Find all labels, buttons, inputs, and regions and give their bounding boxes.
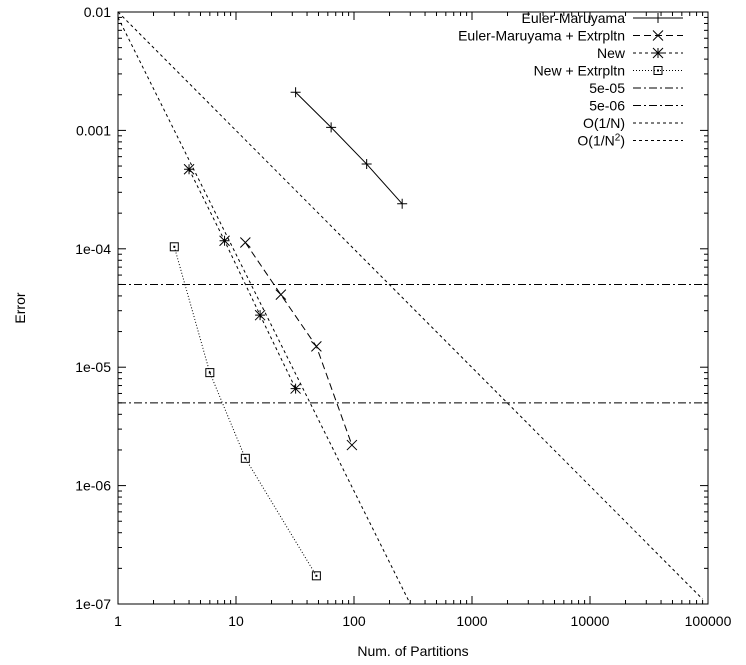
legend-label-euler-maruyama: Euler-Maruyama: [522, 10, 626, 26]
x-tick-label: 1000: [456, 613, 487, 629]
legend-label-new-extrpltn: New + Extrpltn: [534, 63, 625, 79]
legend-label-5e-05: 5e-05: [589, 80, 625, 96]
data-point-new-extrpltn: [240, 453, 250, 463]
series-new-extrpltn: [169, 242, 321, 581]
legend-marker-euler-maruyama-extrpltn: [652, 30, 664, 41]
legend-marker-euler-maruyama: [653, 13, 663, 23]
legend-label-euler-maruyama-extrpltn: Euler-Maruyama + Extrpltn: [458, 28, 625, 44]
data-point-new-extrpltn: [205, 368, 215, 378]
legend-label-o-1-n: O(1/N): [583, 115, 625, 131]
series-line-euler-maruyama-extrpltn: [244, 242, 353, 446]
legend-marker-new: [652, 47, 664, 59]
data-point-euler-maruyama: [361, 159, 372, 170]
series-layer: [118, 12, 708, 604]
y-tick-label: 1e-05: [75, 359, 111, 375]
x-tick-label: 100: [342, 613, 366, 629]
data-point-new-extrpltn-dot: [244, 457, 247, 460]
series-line-euler-maruyama: [295, 91, 403, 205]
x-axis-title: Num. of Partitions: [357, 643, 468, 659]
data-point-new-extrpltn: [169, 242, 179, 252]
legend-marker-new-extrpltn-dot: [657, 69, 659, 72]
data-point-new-extrpltn-dot: [173, 245, 176, 248]
data-point-new-extrpltn-dot: [208, 371, 211, 374]
series-o-1-n: [118, 12, 703, 600]
series-line-new: [188, 168, 297, 389]
data-point-euler-maruyama-extrpltn: [239, 237, 251, 248]
x-tick-label: 1: [114, 613, 122, 629]
series-new: [183, 163, 301, 394]
legend-label-superscript: 2: [615, 132, 621, 143]
y-tick-label: 0.01: [84, 4, 111, 20]
data-point-new: [183, 163, 195, 175]
data-point-euler-maruyama-extrpltn: [346, 439, 358, 451]
series-line-new-extrpltn: [173, 246, 317, 577]
data-point-euler-maruyama-extrpltn: [311, 340, 322, 352]
y-tick-label: 1e-06: [75, 478, 111, 494]
y-tick-label: 1e-07: [75, 596, 111, 612]
series-euler-maruyama-extrpltn: [239, 237, 358, 451]
legend-label-tail: ): [620, 133, 625, 149]
series-o-1-n-2: [118, 17, 411, 604]
x-tick-label: 10: [228, 613, 244, 629]
x-tick-label: 10000: [571, 613, 610, 629]
x-tick-label: 100000: [685, 613, 732, 629]
data-point-new-extrpltn: [311, 571, 321, 581]
y-tick-label: 0.001: [76, 122, 111, 138]
series-line-o-1-n: [118, 12, 703, 600]
data-point-euler-maruyama: [326, 122, 337, 133]
y-axis-title: Error: [12, 292, 28, 323]
data-point-new: [254, 309, 266, 321]
series-euler-maruyama: [290, 87, 408, 209]
data-point-euler-maruyama: [397, 198, 408, 209]
data-point-euler-maruyama: [290, 87, 301, 98]
legend-label-5e-06: 5e-06: [589, 98, 625, 114]
data-point-new: [219, 235, 230, 247]
data-point-new: [290, 383, 301, 394]
data-point-euler-maruyama-extrpltn: [275, 289, 287, 300]
legend-label-new: New: [597, 45, 626, 61]
y-tick-label: 1e-04: [75, 241, 111, 257]
data-point-new-extrpltn-dot: [315, 574, 318, 577]
legend-marker-new-extrpltn: [653, 66, 663, 75]
series-line-o-1-n-2: [118, 17, 411, 604]
plot-frame: [117, 11, 709, 605]
legend-label-o-1-n-2: O(1/N2): [577, 132, 625, 149]
